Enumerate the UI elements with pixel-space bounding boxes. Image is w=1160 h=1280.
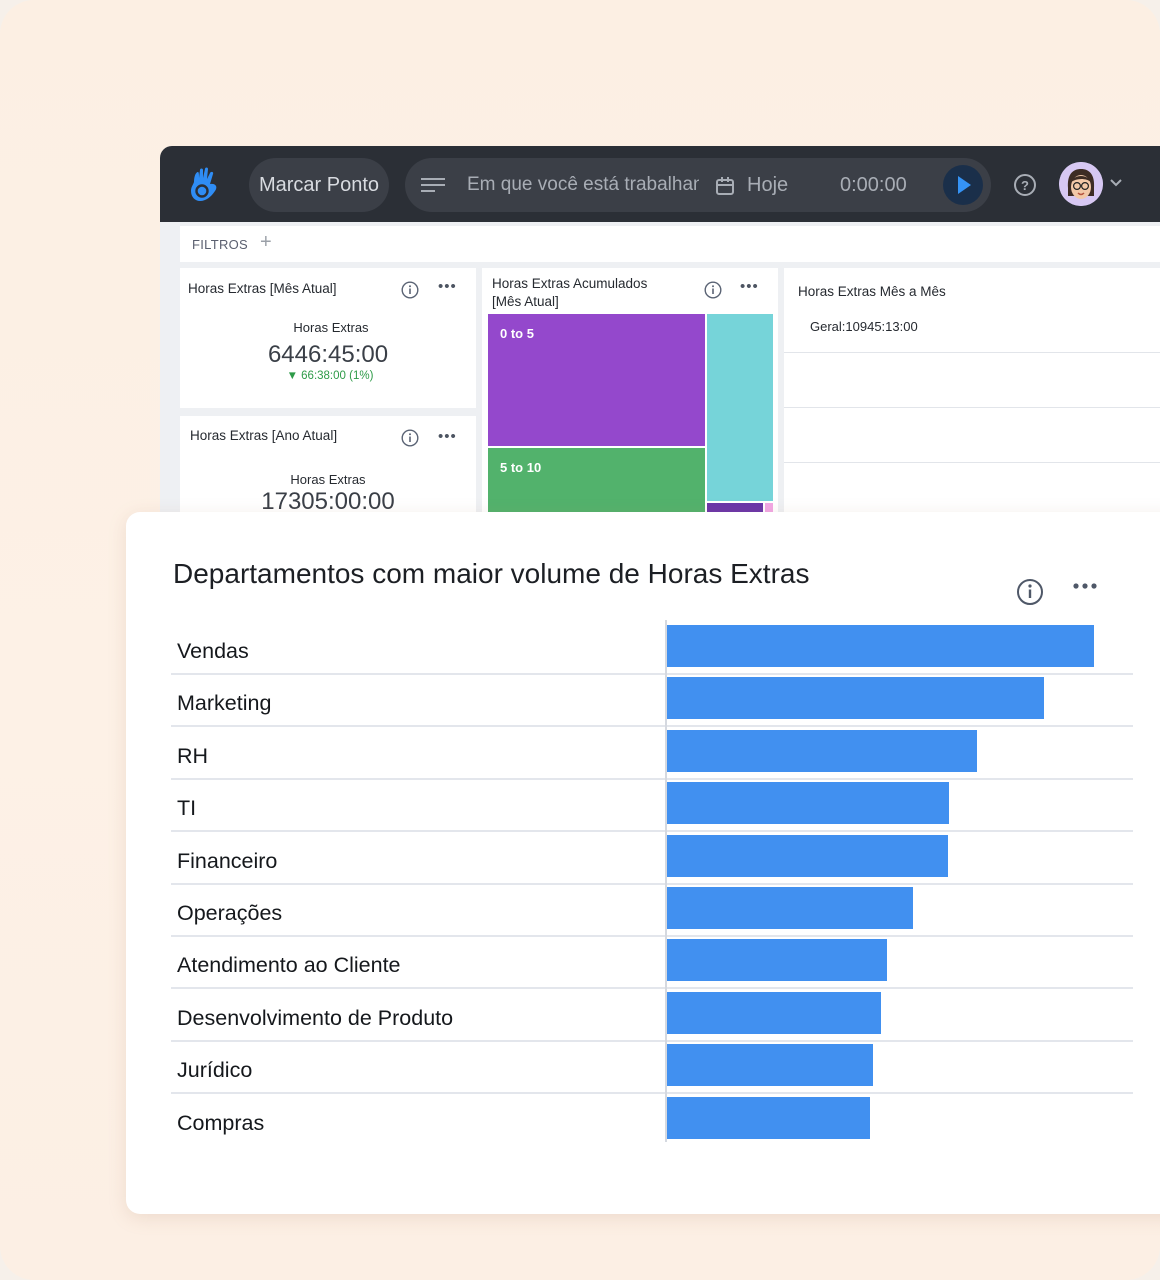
bar[interactable]	[666, 729, 977, 772]
category-label: Jurídico	[177, 1058, 253, 1083]
row-separator	[171, 935, 1133, 937]
month-overtime-card: Horas Extras [Mês Atual] ••• Horas Extra…	[180, 268, 476, 408]
more-options-icon[interactable]: •••	[740, 278, 759, 295]
bar[interactable]	[666, 677, 1044, 720]
more-options-icon[interactable]: •••	[438, 428, 457, 445]
bar[interactable]	[666, 939, 888, 982]
kpi-label: Horas Extras	[293, 320, 369, 335]
card-title: Horas Extras Mês a Mês	[798, 284, 946, 299]
chevron-down-icon[interactable]	[1110, 179, 1122, 187]
row-separator	[171, 777, 1133, 780]
kpi-value: 6446:45:00	[267, 341, 389, 368]
play-button[interactable]	[943, 165, 983, 205]
summary-label: Geral:	[810, 319, 846, 334]
treemap-label: 0 to 5	[500, 326, 534, 341]
row-separator	[171, 830, 1133, 833]
category-label: Marketing	[177, 691, 272, 716]
card-title-line-1: Horas Extras Acumulados	[492, 276, 648, 291]
category-label: RH	[177, 743, 209, 768]
row-separator	[171, 1039, 1133, 1042]
bar[interactable]	[666, 1044, 874, 1087]
task-description-input[interactable]: Em que você está trabalhando?	[467, 174, 699, 195]
svg-text:?: ?	[1021, 178, 1029, 193]
add-filter-button[interactable]: +	[260, 231, 272, 253]
filters-bar: FILTROS +	[180, 226, 1160, 262]
divider	[784, 462, 1160, 463]
category-label: Operações	[177, 901, 283, 925]
bar[interactable]	[666, 782, 949, 825]
play-icon	[958, 176, 971, 194]
calendar-icon[interactable]	[715, 176, 735, 196]
chart-title: Departamentos com maior volume de Horas …	[173, 558, 810, 589]
bar[interactable]	[666, 991, 881, 1034]
row-separator	[171, 987, 1133, 990]
clock-in-button[interactable]: Marcar Ponto	[249, 158, 389, 212]
accumulated-overtime-card: Horas Extras Acumulados [Mês Atual] ••• …	[482, 268, 778, 526]
divider	[784, 407, 1160, 408]
hand-logo-icon[interactable]	[186, 166, 222, 204]
info-icon[interactable]	[704, 281, 722, 299]
user-avatar-icon[interactable]	[1059, 162, 1103, 206]
card-title: Horas Extras [Mês Atual]	[188, 281, 337, 296]
top-bar: Marcar Ponto Em que você está trabalhand…	[160, 146, 1160, 222]
info-icon[interactable]	[401, 281, 419, 299]
row-separator	[171, 673, 1133, 675]
treemap-segment[interactable]	[707, 314, 773, 501]
category-label: Vendas	[177, 639, 249, 663]
kpi-value: 17305:00:00	[261, 488, 395, 515]
question-circle-icon[interactable]: ?	[1013, 173, 1037, 197]
bar[interactable]	[666, 625, 1094, 667]
row-separator	[171, 725, 1133, 728]
time-tracker-bar: Em que você está trabalhando? Hoje 0:00:…	[405, 158, 991, 212]
date-picker[interactable]: Hoje	[747, 174, 789, 196]
divider	[784, 352, 1160, 353]
timer-display: 0:00:00	[840, 174, 907, 196]
filters-label: FILTROS	[192, 237, 249, 252]
kpi-label: Horas Extras	[290, 472, 366, 487]
category-label: Compras	[177, 1110, 265, 1135]
category-label: Atendimento ao Cliente	[177, 953, 401, 978]
category-label: Financeiro	[177, 848, 278, 873]
info-icon[interactable]	[401, 429, 419, 447]
category-label: Desenvolvimento de Produto	[177, 1005, 454, 1030]
summary-value: 10945:13:00	[845, 319, 918, 334]
app-window: Marcar Ponto Em que você está trabalhand…	[160, 146, 1160, 526]
bar[interactable]	[666, 887, 914, 929]
card-title: Horas Extras [Ano Atual]	[190, 428, 338, 443]
chart-axis-line	[665, 620, 667, 1142]
departments-chart-card: Departamentos com maior volume de Horas …	[126, 512, 1160, 1214]
card-title-line-2: [Mês Atual]	[492, 294, 559, 309]
bar[interactable]	[666, 834, 949, 877]
year-overtime-card: Horas Extras [Ano Atual] ••• Horas Extra…	[180, 416, 476, 526]
summary-row: Geral:10945:13:00	[810, 319, 918, 334]
category-label: TI	[177, 796, 197, 821]
bar[interactable]	[666, 1096, 871, 1139]
more-options-icon[interactable]: •••	[438, 278, 457, 295]
month-by-month-card: Horas Extras Mês a Mês Geral:10945:13:00	[784, 268, 1160, 526]
treemap-segment[interactable]: 0 to 5	[488, 314, 705, 446]
info-icon[interactable]	[1016, 578, 1044, 606]
kpi-delta: ▼ 66:38:00 (1%)	[286, 370, 374, 382]
more-options-icon[interactable]	[1073, 582, 1097, 590]
row-separator	[171, 1092, 1133, 1095]
description-icon	[421, 178, 445, 192]
treemap-label: 5 to 10	[500, 460, 542, 475]
row-separator	[171, 882, 1133, 885]
avatar-face-icon	[1059, 162, 1103, 206]
